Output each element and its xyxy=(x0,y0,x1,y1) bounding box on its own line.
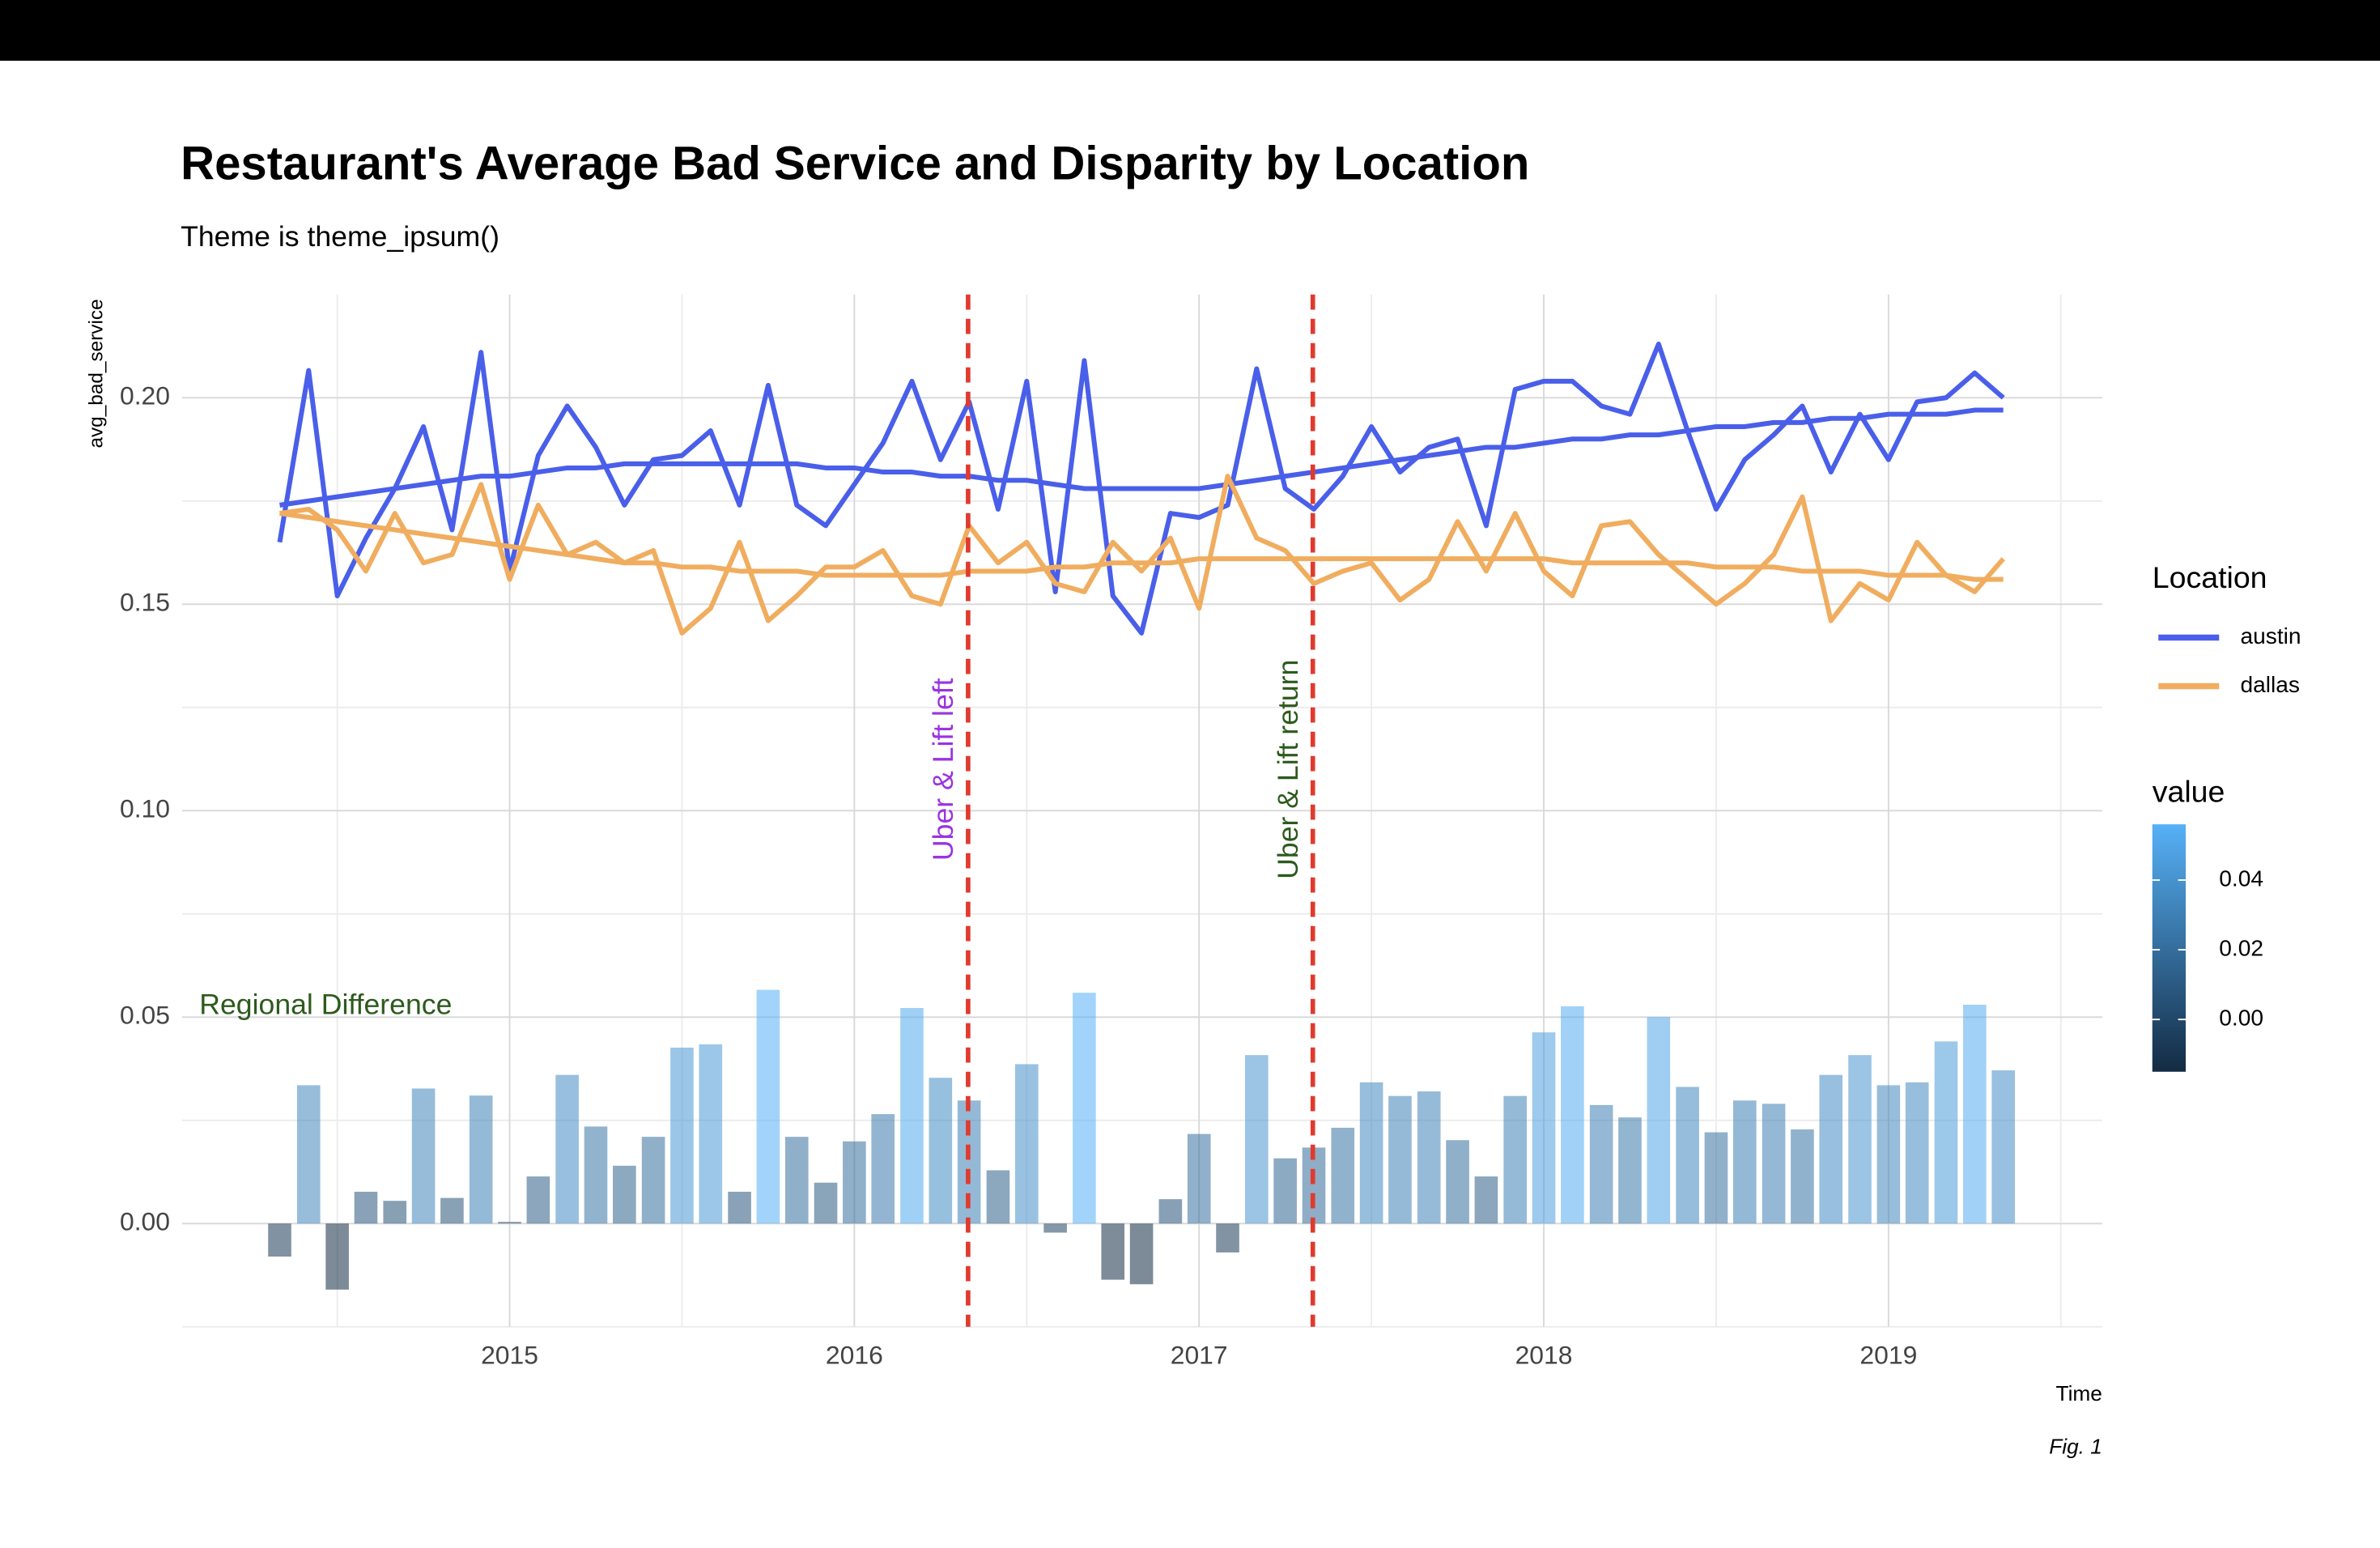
difference-bar xyxy=(1589,1104,1613,1224)
difference-bar xyxy=(1991,1070,2015,1224)
annotation: Regional Difference xyxy=(199,988,452,1020)
difference-bar xyxy=(1474,1176,1498,1224)
y-tick-label: 0.10 xyxy=(120,794,170,823)
x-tick-label: 2016 xyxy=(826,1341,883,1370)
y-tick-label: 0.05 xyxy=(120,1001,170,1030)
colorbar-label: 0.04 xyxy=(2219,865,2263,891)
difference-bar xyxy=(1158,1199,1183,1224)
trend-line xyxy=(279,407,2004,508)
difference-bar xyxy=(498,1222,521,1224)
legend-label: austin xyxy=(2241,623,2301,649)
difference-bar xyxy=(268,1223,291,1257)
difference-bar xyxy=(1676,1087,1699,1224)
y-tick-label: 0.00 xyxy=(120,1207,170,1236)
difference-bar xyxy=(411,1088,436,1224)
difference-bar xyxy=(1129,1223,1154,1285)
difference-bar xyxy=(728,1191,751,1224)
difference-bar xyxy=(1101,1223,1125,1280)
difference-bar xyxy=(1819,1074,1843,1224)
y-axis-label: avg_bad_service xyxy=(85,299,107,448)
difference-bar xyxy=(1302,1147,1326,1224)
difference-bar xyxy=(1876,1085,1901,1224)
colorbar xyxy=(2152,824,2186,1072)
difference-bar xyxy=(1532,1032,1556,1224)
event-label: Uber & Lift left xyxy=(927,678,959,861)
difference-bar xyxy=(1561,1006,1584,1224)
colorbar-title: value xyxy=(2153,775,2225,809)
difference-bar xyxy=(1388,1095,1412,1224)
difference-bar xyxy=(814,1182,838,1224)
difference-bar xyxy=(1848,1055,1872,1224)
difference-bar xyxy=(613,1165,636,1224)
difference-bar xyxy=(1618,1117,1642,1224)
difference-bar xyxy=(325,1223,349,1290)
legend-title: Location xyxy=(2153,560,2267,594)
chart-title: Restaurant's Average Bad Service and Dis… xyxy=(181,138,1529,190)
difference-bar xyxy=(1963,1004,1987,1224)
difference-bar xyxy=(1791,1129,1814,1224)
difference-bar xyxy=(1417,1091,1441,1224)
difference-bar xyxy=(756,989,780,1224)
difference-bar xyxy=(1014,1064,1039,1224)
difference-bar xyxy=(843,1141,866,1224)
difference-bar xyxy=(1934,1041,1958,1224)
difference-bar xyxy=(469,1095,493,1224)
difference-bar xyxy=(986,1170,1010,1224)
difference-bar xyxy=(670,1047,694,1224)
difference-bar xyxy=(1647,1017,1671,1224)
difference-bar xyxy=(296,1085,321,1224)
trend-line xyxy=(279,511,2004,582)
x-tick-label: 2018 xyxy=(1515,1341,1573,1370)
difference-bar xyxy=(1216,1223,1239,1252)
top-bar xyxy=(0,0,2380,62)
x-axis-label: Time xyxy=(2056,1381,2102,1406)
difference-bar xyxy=(699,1044,723,1224)
difference-bar xyxy=(1245,1055,1269,1224)
difference-bar xyxy=(1732,1100,1757,1224)
x-tick-label: 2015 xyxy=(481,1341,538,1370)
difference-bar xyxy=(383,1201,407,1224)
difference-bar xyxy=(584,1126,608,1224)
difference-bar xyxy=(1905,1082,1929,1224)
difference-bar xyxy=(871,1114,895,1224)
difference-bar xyxy=(1359,1082,1383,1224)
colorbar-label: 0.02 xyxy=(2219,936,2263,961)
difference-bar xyxy=(440,1197,464,1224)
difference-bar xyxy=(1073,993,1096,1224)
difference-bar xyxy=(526,1176,550,1224)
series-line xyxy=(279,474,2005,636)
chart-subtitle: Theme is theme_ipsum() xyxy=(181,220,499,253)
difference-bar xyxy=(1331,1127,1355,1224)
difference-bar xyxy=(1043,1223,1067,1233)
difference-bar xyxy=(1503,1095,1527,1224)
event-label: Uber & Lift return xyxy=(1272,660,1304,879)
x-tick-label: 2019 xyxy=(1859,1341,1917,1370)
y-tick-label: 0.20 xyxy=(120,381,170,410)
difference-bar xyxy=(641,1137,665,1224)
difference-bar xyxy=(1187,1133,1211,1224)
colorbar-label: 0.00 xyxy=(2219,1006,2263,1031)
difference-bar xyxy=(1704,1132,1728,1224)
difference-bar xyxy=(1446,1140,1469,1224)
difference-bar xyxy=(555,1074,579,1224)
caption: Fig. 1 xyxy=(2049,1435,2102,1459)
y-tick-label: 0.15 xyxy=(120,588,170,617)
difference-bar xyxy=(929,1078,953,1224)
difference-bar xyxy=(1273,1158,1297,1224)
difference-bar xyxy=(900,1008,924,1224)
difference-bar xyxy=(784,1137,809,1224)
series-line xyxy=(277,341,2005,636)
difference-bar xyxy=(354,1191,378,1224)
legend-label: dallas xyxy=(2241,672,2300,697)
x-tick-label: 2017 xyxy=(1171,1341,1228,1370)
difference-bar xyxy=(1762,1104,1786,1224)
